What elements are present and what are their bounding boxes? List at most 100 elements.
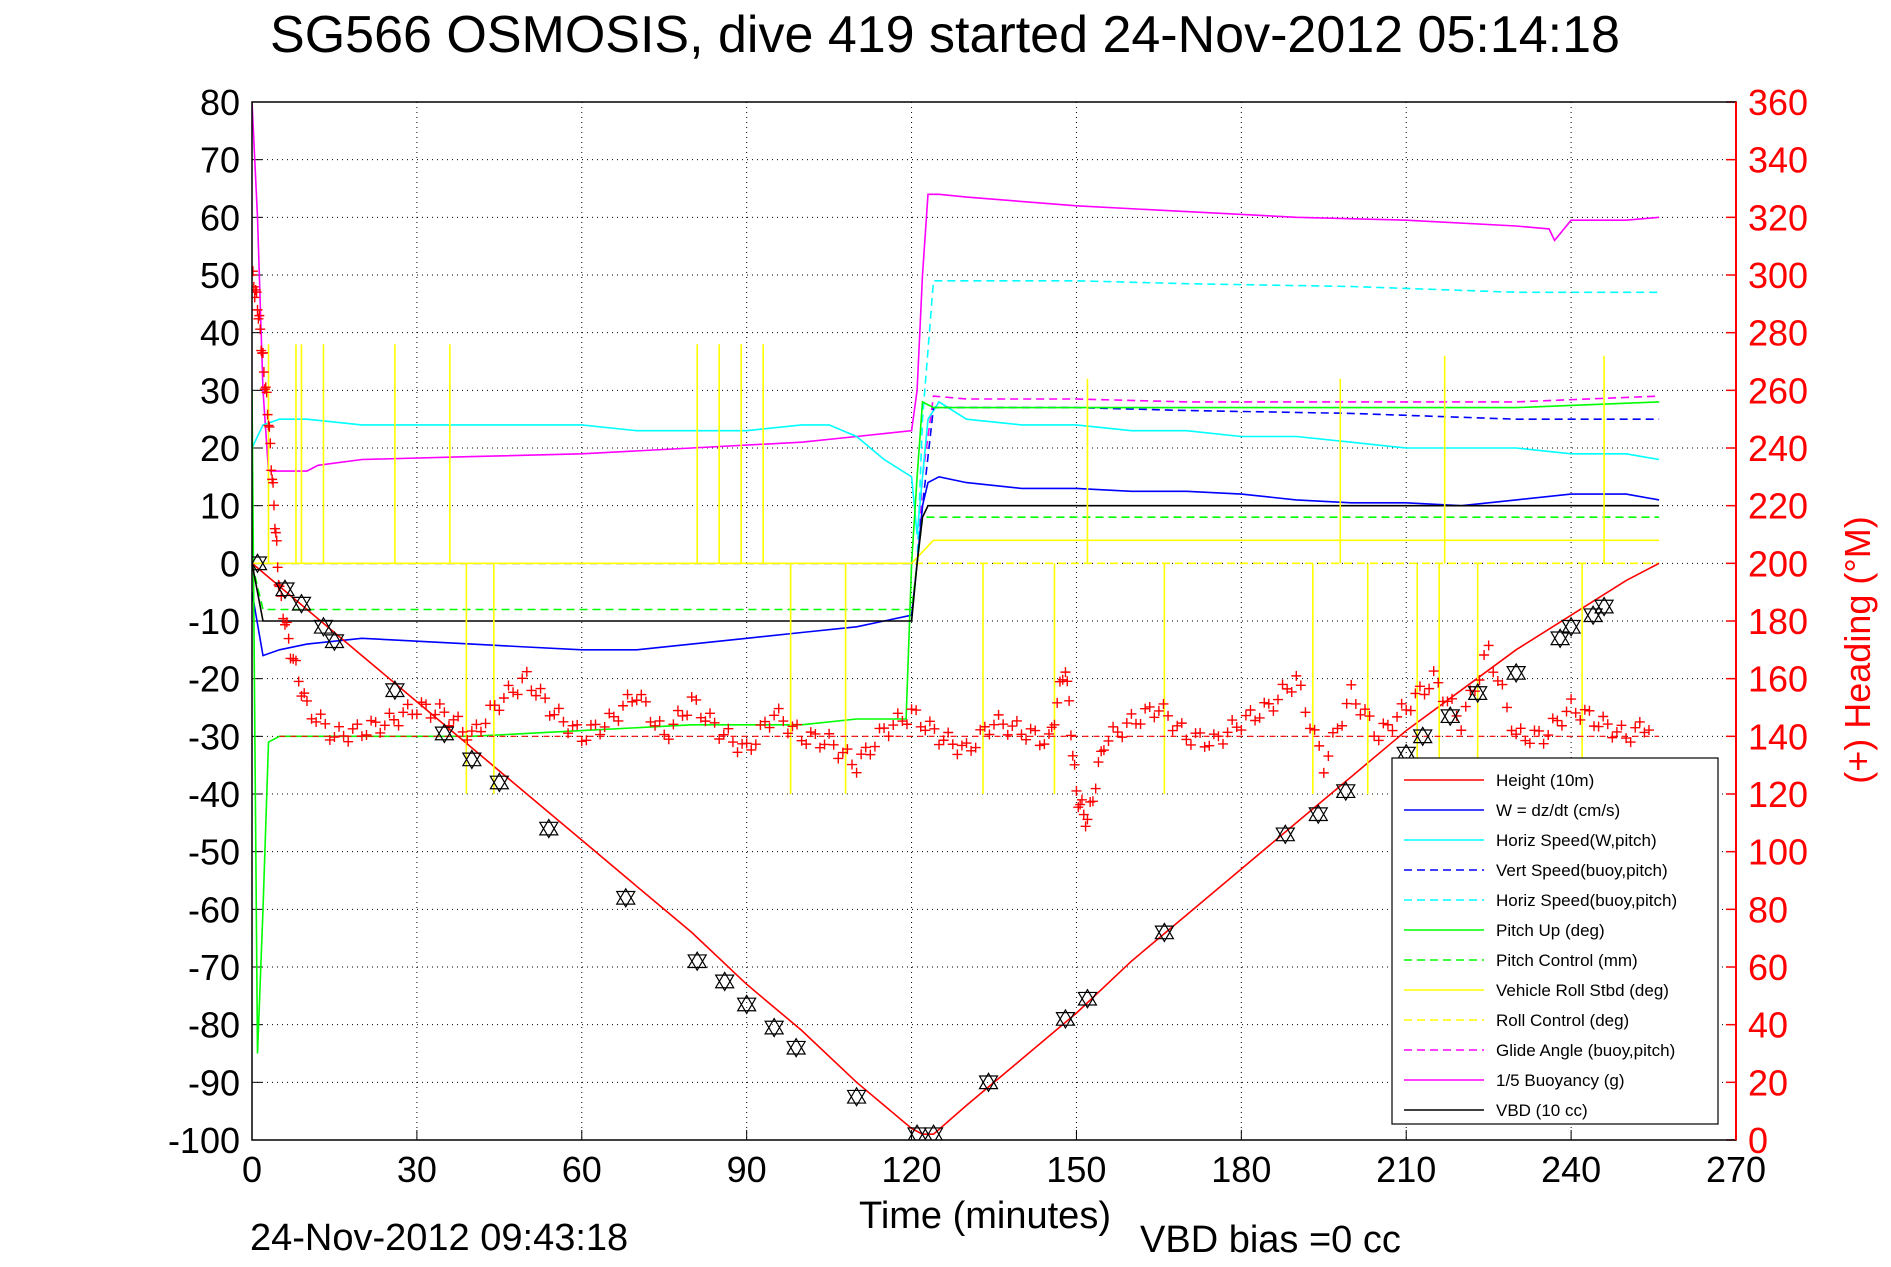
heading-point — [270, 527, 281, 538]
heading-point — [1373, 735, 1384, 746]
heading-point — [659, 729, 670, 740]
y-tick-label: -30 — [188, 716, 240, 757]
heading-point — [865, 749, 876, 760]
heading-point — [819, 739, 830, 750]
heading-point — [1419, 689, 1430, 700]
heading-point — [535, 683, 546, 694]
heading-point — [508, 687, 519, 698]
heading-point — [398, 707, 409, 718]
heading-point — [1483, 640, 1494, 651]
heading-point — [888, 720, 899, 731]
heading-point — [1069, 759, 1080, 770]
heading-point — [718, 729, 729, 740]
sample-marker — [736, 994, 757, 1015]
heading-point — [956, 740, 967, 751]
sample-marker — [1561, 616, 1582, 637]
heading-point — [759, 716, 770, 727]
heading-point — [1049, 719, 1060, 730]
heading-point — [1163, 710, 1174, 721]
heading-point — [682, 710, 693, 721]
heading-point — [1208, 729, 1219, 740]
heading-point — [530, 690, 541, 701]
heading-point — [1552, 715, 1563, 726]
sample-marker — [384, 680, 405, 701]
x-tick-label: 270 — [1706, 1149, 1766, 1190]
x-tick-label: 150 — [1046, 1149, 1106, 1190]
sample-marker — [1594, 596, 1615, 617]
heading-point — [1497, 679, 1508, 690]
heading-point — [1076, 794, 1087, 805]
heading-point — [1204, 740, 1215, 751]
heading-point — [1598, 711, 1609, 722]
legend: Height (10m) W = dz/dt (cm/s) Horiz Speed(… — [1391, 757, 1719, 1125]
heading-point — [252, 270, 257, 280]
heading-point — [1291, 670, 1302, 681]
heading-point — [727, 737, 738, 748]
ticks — [251, 101, 1737, 1141]
heading-point — [1309, 724, 1320, 735]
heading-point — [1135, 719, 1146, 730]
heading-point — [1318, 767, 1329, 778]
heading-point — [361, 730, 372, 741]
heading-point — [471, 719, 482, 730]
y-tick-label: 80 — [200, 82, 240, 123]
heading-point — [299, 688, 310, 699]
x-tick-label: 90 — [727, 1149, 767, 1190]
heading-point — [1259, 697, 1270, 708]
sample-marker — [1055, 1008, 1076, 1030]
heading-point — [631, 695, 642, 706]
heading-point — [1103, 735, 1114, 746]
heading-point — [416, 697, 427, 708]
sample-marker — [1550, 628, 1571, 649]
heading-point — [1025, 723, 1036, 734]
heading-series — [252, 266, 1660, 832]
sample-marker — [538, 818, 559, 839]
y2-tick-label: 200 — [1748, 543, 1808, 584]
heading-point — [411, 709, 422, 720]
sample-marker — [714, 971, 735, 992]
heading-point — [1090, 783, 1101, 794]
heading-point — [1112, 727, 1123, 738]
heading-point — [517, 673, 528, 684]
heading-point — [567, 720, 578, 731]
legend-label: VBD (10 cc) — [1496, 1101, 1588, 1120]
heading-point — [476, 726, 487, 737]
sample-marker — [1154, 922, 1175, 943]
y-tick-label: 40 — [200, 313, 240, 354]
heading-point — [1093, 757, 1104, 768]
sample-marker — [252, 553, 268, 574]
heading-point — [1263, 698, 1274, 709]
heading-point — [462, 734, 473, 745]
heading-point — [892, 708, 903, 719]
y-tick-label: -60 — [188, 889, 240, 930]
heading-point — [558, 716, 569, 727]
heading-point — [1392, 711, 1403, 722]
heading-point — [1346, 679, 1357, 690]
heading-point — [924, 716, 935, 727]
heading-point — [1396, 698, 1407, 709]
heading-point — [599, 721, 610, 732]
heading-point — [732, 747, 743, 758]
heading-point — [1167, 725, 1178, 736]
heading-point — [1479, 650, 1490, 661]
heading-point — [256, 345, 267, 356]
sample-marker — [923, 1124, 944, 1140]
heading-point — [526, 685, 537, 696]
heading-point — [650, 720, 661, 731]
y-tick-label: -100 — [168, 1120, 240, 1161]
heading-point — [466, 726, 477, 737]
heading-point — [1227, 715, 1238, 726]
heading-point — [255, 324, 266, 335]
heading-point — [402, 699, 413, 710]
sample-marker — [1412, 726, 1433, 747]
heading-point — [1300, 707, 1311, 718]
heading-point — [764, 722, 775, 733]
heading-point — [654, 715, 665, 726]
sample-marker — [786, 1037, 807, 1058]
series-line-vbd — [252, 504, 1660, 622]
y2-tick-label: 260 — [1748, 370, 1808, 411]
y2-tick-label: 80 — [1748, 889, 1788, 930]
x-tick-label: 180 — [1211, 1149, 1271, 1190]
heading-point — [1616, 720, 1627, 731]
footer-vbd-bias: VBD bias =0 cc — [1140, 1219, 1401, 1261]
